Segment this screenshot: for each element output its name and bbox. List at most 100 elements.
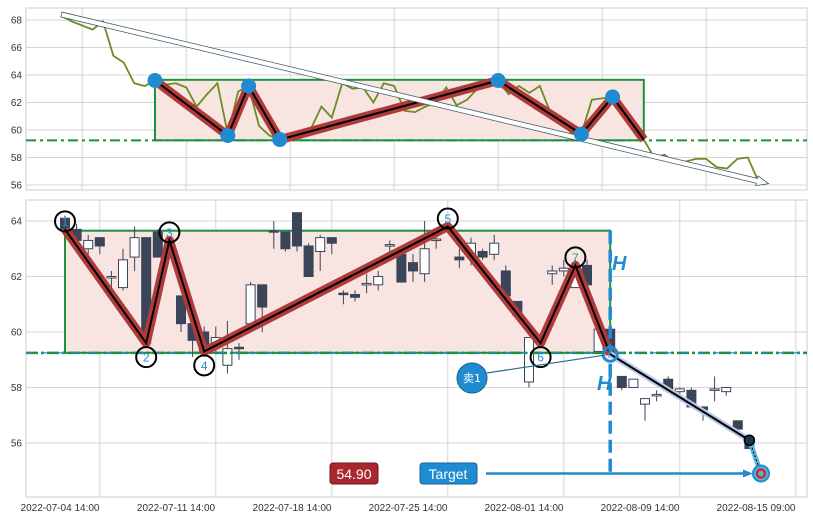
target-arrow-head bbox=[743, 469, 753, 478]
x-tick-label: 2022-08-01 14:00 bbox=[485, 503, 564, 514]
pivot-label: 6 bbox=[537, 351, 544, 365]
sell-callout-line bbox=[486, 354, 605, 374]
y-tick-label: 60 bbox=[11, 126, 23, 137]
pivot-marker bbox=[605, 89, 621, 105]
candle-body bbox=[129, 237, 140, 258]
candle bbox=[558, 259, 569, 277]
candle bbox=[640, 398, 650, 421]
pivot-label: 7 bbox=[572, 251, 579, 265]
x-tick-label: 2022-07-04 14:00 bbox=[21, 503, 100, 514]
candle-body bbox=[245, 284, 256, 325]
candle bbox=[83, 234, 94, 255]
pivot-circle bbox=[135, 346, 158, 369]
sell-signal-circle bbox=[456, 362, 488, 394]
breakout-point bbox=[601, 345, 619, 363]
candle-body bbox=[222, 348, 233, 366]
pivot-label: 2 bbox=[143, 351, 150, 365]
target-price-badge: 54.90 bbox=[329, 462, 379, 485]
pivot-marker bbox=[220, 128, 236, 143]
target-text: Target bbox=[429, 466, 468, 482]
candle-body bbox=[94, 237, 105, 247]
sell-signal-badge[interactable]: 卖1 bbox=[456, 362, 488, 394]
candle bbox=[709, 376, 720, 402]
candle bbox=[547, 265, 558, 285]
candle bbox=[419, 221, 430, 283]
candle-body bbox=[118, 259, 128, 289]
zigzag-inner bbox=[154, 79, 645, 141]
candle bbox=[524, 337, 534, 388]
pivot-label: 1 bbox=[62, 215, 69, 229]
y-tick-label: 66 bbox=[11, 43, 23, 54]
target-point bbox=[752, 464, 770, 483]
y-tick-label: 64 bbox=[11, 217, 23, 228]
candle-body bbox=[338, 292, 349, 296]
candle-body bbox=[419, 248, 430, 275]
candle-body bbox=[489, 242, 500, 255]
y-tick-label: 56 bbox=[11, 181, 23, 192]
target-price-box bbox=[329, 462, 379, 485]
x-tick-label: 2022-07-25 14:00 bbox=[369, 503, 448, 514]
candle-body bbox=[396, 253, 407, 283]
candle bbox=[129, 226, 140, 271]
x-tick-label: 2022-08-09 14:00 bbox=[601, 503, 680, 514]
candle bbox=[280, 231, 291, 252]
pivot-label: 3 bbox=[166, 226, 173, 240]
candle-body bbox=[547, 270, 558, 275]
top-panel: 56 58 60 62 64 66 68 bbox=[11, 7, 808, 192]
pivot-marker bbox=[573, 126, 589, 142]
candle bbox=[106, 270, 117, 288]
annotation-labels: H H 卖1 54.90 Target bbox=[329, 253, 627, 485]
target-price-text: 54.90 bbox=[336, 466, 371, 482]
y-tick-label: 64 bbox=[11, 71, 23, 82]
candle-body bbox=[315, 237, 326, 253]
candle bbox=[118, 248, 128, 291]
height-label-upper: H bbox=[612, 253, 627, 275]
candle bbox=[152, 229, 163, 258]
pivot-marker bbox=[147, 73, 163, 88]
pivot-label: 4 bbox=[201, 359, 208, 373]
candle-body bbox=[106, 276, 117, 279]
y-tick-label: 58 bbox=[11, 153, 23, 164]
candle bbox=[303, 243, 314, 278]
candle bbox=[489, 234, 500, 260]
projection-line bbox=[609, 353, 750, 442]
candle bbox=[477, 248, 488, 260]
candle-body bbox=[651, 393, 662, 397]
sell-signal-text: 卖1 bbox=[463, 372, 481, 385]
candle-body bbox=[384, 244, 395, 247]
y-tick-label: 62 bbox=[11, 98, 23, 109]
candle bbox=[628, 378, 639, 388]
pivot-marker bbox=[241, 78, 257, 94]
candle bbox=[616, 375, 627, 391]
candle-body bbox=[257, 284, 268, 308]
candle bbox=[176, 295, 186, 332]
candle-body bbox=[454, 256, 465, 261]
projection-point bbox=[743, 434, 756, 446]
candle-body bbox=[303, 245, 314, 278]
candle-body bbox=[152, 231, 163, 258]
candle bbox=[454, 248, 465, 269]
candle-body bbox=[628, 378, 639, 388]
zigzag-inner bbox=[64, 225, 612, 355]
pivot-circle bbox=[529, 346, 552, 369]
candle-body bbox=[361, 282, 372, 286]
candle-body bbox=[431, 238, 442, 242]
y-tick-label: 62 bbox=[11, 272, 23, 283]
target-point-inner bbox=[755, 468, 767, 479]
y-tick-label: 60 bbox=[11, 328, 23, 339]
candle-body bbox=[524, 337, 534, 383]
candle bbox=[338, 290, 349, 305]
x-tick-label: 2022-08-15 09:00 bbox=[717, 503, 796, 514]
candle bbox=[315, 234, 326, 271]
y-tick-label: 68 bbox=[11, 16, 23, 27]
candle-body bbox=[558, 267, 569, 272]
pivot-circle bbox=[193, 354, 216, 377]
candle bbox=[651, 390, 662, 402]
pivot-circle bbox=[54, 210, 76, 233]
candle-body bbox=[234, 346, 244, 350]
candle-body bbox=[477, 251, 488, 258]
candle bbox=[361, 273, 372, 294]
candle bbox=[292, 212, 302, 252]
candle bbox=[721, 387, 732, 396]
